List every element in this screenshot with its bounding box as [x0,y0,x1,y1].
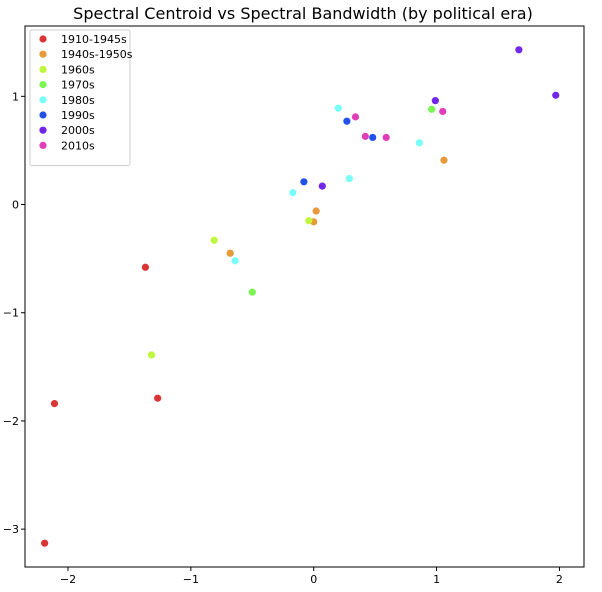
scatter-point [439,107,447,116]
x-tick-label: 0 [310,573,317,586]
legend-label: 1990s [61,109,95,122]
series-group [248,105,436,296]
chart-title: Spectral Centroid vs Spectral Bandwidth … [73,4,533,23]
plot-frame [24,25,585,568]
scatter-point [382,133,390,142]
legend-label: 2000s [61,124,95,137]
scatter-point [300,178,308,186]
legend-marker [39,50,47,58]
scatter-point [345,174,353,183]
scatter-point [248,288,256,296]
legend-marker [39,35,47,43]
legend-marker [39,141,47,149]
x-tick-label: −1 [183,573,199,586]
scatter-point [50,400,59,408]
legend-marker [39,65,47,73]
scatter-point [226,249,234,257]
x-tick-label: 1 [433,573,440,586]
series-group [147,217,313,359]
legend-label: 1980s [61,94,95,107]
legend-marker [39,126,47,134]
scatter-point [428,105,436,113]
plot-points [41,46,560,547]
scatter-point [515,46,523,54]
scatter-point [289,189,297,197]
series-group [300,117,377,186]
scatter-point [154,394,162,402]
scatter-point [415,139,423,147]
scatter-point [318,182,326,190]
scatter-point [343,117,351,125]
x-tick-label: −2 [60,573,76,586]
legend-label: 1940s-1950s [61,48,133,61]
scatter-point [231,257,239,265]
scatter-point [552,91,560,99]
series-group [226,156,448,257]
scatter-point [369,133,377,142]
legend: 1910-1945s 1940s-1950s 1960s 1970s 1980s 1990… [29,29,133,167]
legend-label: 1970s [61,79,95,92]
scatter-point [361,132,369,140]
legend-frame [29,29,131,167]
x-axis: −2 −1 0 1 2 [60,567,563,586]
series-group [318,46,560,190]
legend-marker [39,81,47,89]
legend-label: 2010s [61,139,95,152]
legend-label: 1910-1945s [61,33,127,46]
scatter-point [141,263,149,271]
scatter-point [210,236,218,244]
y-axis: −3 −2 −1 0 1 [3,90,25,536]
y-tick-label: −2 [3,415,19,428]
y-tick-label: 1 [12,90,19,103]
x-tick-label: 2 [556,573,563,586]
series-group [41,263,162,547]
y-tick-label: −1 [3,307,19,320]
legend-marker [39,111,47,119]
scatter-point [305,217,313,225]
scatter-point [41,539,49,547]
series-group [231,104,423,265]
legend-label: 1960s [61,63,95,76]
legend-marker [39,96,47,104]
scatter-point [431,97,439,105]
y-tick-label: −3 [3,523,19,536]
y-tick-label: 0 [12,199,19,212]
series-group [351,107,447,142]
scatter-point [351,113,360,121]
scatter-point [312,207,320,215]
scatter-point [440,156,448,164]
scatter-point [147,351,156,359]
scatter-point [334,104,342,112]
